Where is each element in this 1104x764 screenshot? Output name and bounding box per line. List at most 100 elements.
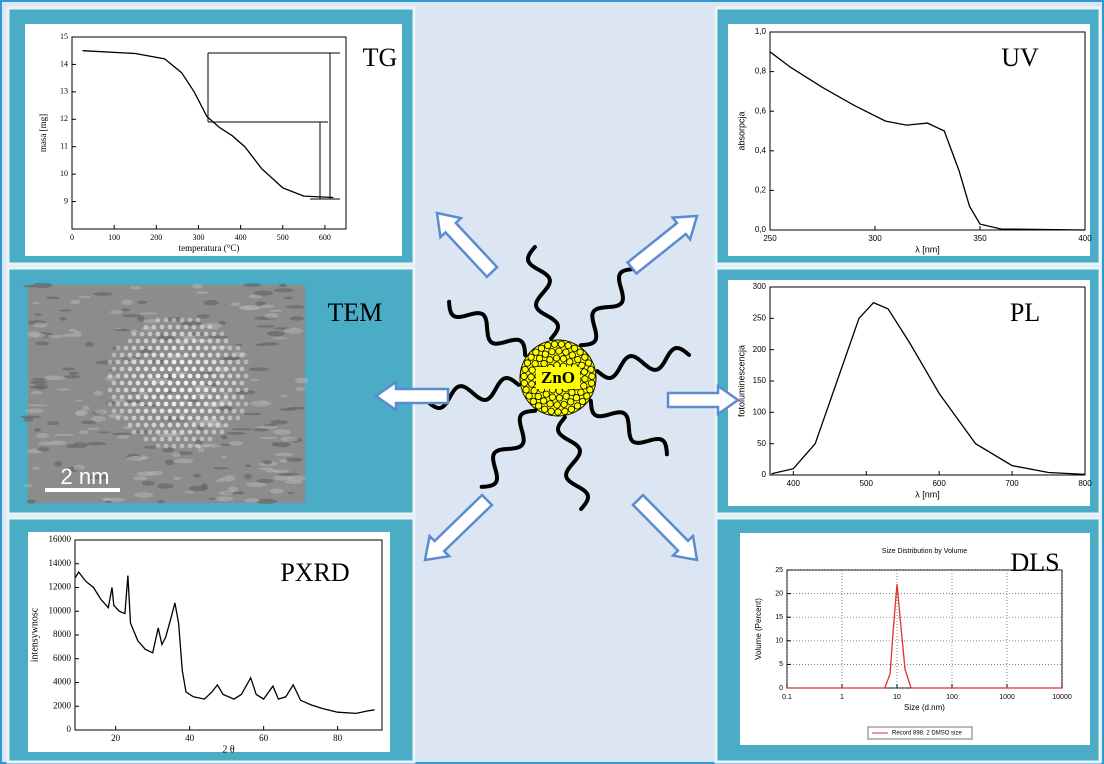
tem-noise [213,496,234,502]
lattice-dot [143,408,149,414]
y-tick-label: 150 [753,376,767,385]
x-tick-label: 80 [333,733,343,743]
lattice-dot [215,366,221,372]
y-tick-label: 300 [753,282,767,291]
lattice-dot [199,422,205,428]
lattice-dot [207,380,213,386]
tem-noise [88,474,109,480]
lattice-dot [187,317,193,323]
arrow [435,211,499,279]
tem-noise [192,473,202,478]
x-tick-label: 600 [319,233,331,242]
y-tick-label: 10 [775,638,783,645]
y-tick-label: 8000 [53,629,72,639]
plot-background [728,24,1090,256]
lattice-dot [211,373,217,379]
tem-noise [79,430,89,435]
lattice-dot [147,373,153,379]
lattice-dot [127,422,133,428]
chart-title: Size Distribution by Volume [882,548,967,555]
lattice-dot [211,401,217,407]
lattice-dot [219,359,225,365]
lattice-dot [179,387,185,393]
lattice-dot [223,408,229,414]
lattice-dot [179,359,185,365]
lattice-dot [183,394,189,400]
lattice-dot [187,373,193,379]
arrow [373,379,450,413]
y-tick-label: 14 [60,59,68,68]
lattice-dot [179,401,185,407]
lattice-dot [227,415,233,421]
y-tick-label: 12000 [49,582,72,592]
particle-atom [542,390,550,398]
lattice-dot [171,401,177,407]
lattice-dot [111,394,117,400]
lattice-dot [131,415,137,421]
tem-noise [56,388,71,391]
tem-noise [286,457,303,462]
tem-noise [255,343,267,347]
lattice-dot [187,331,193,337]
lattice-dot [187,429,193,435]
lattice-dot [227,345,233,351]
lattice-dot [191,394,197,400]
lattice-dot [139,359,145,365]
tem-noise [274,288,294,293]
particle-atom [588,379,596,387]
lattice-dot [211,331,217,337]
y-axis-label: Volume (Percent) [754,598,763,660]
particle-atom [562,392,570,400]
tem-noise [231,428,254,431]
particle-atom [581,353,589,361]
lattice-dot [231,380,237,386]
ligand [588,398,669,457]
particle-atom [555,394,564,402]
zno-particle: ZnO [373,211,741,562]
lattice-dot [171,415,177,421]
lattice-dot [211,345,217,351]
lattice-dot [183,352,189,358]
lattice-dot [107,359,113,365]
particle-atom [532,348,540,356]
lattice-dot [199,352,205,358]
ligand [479,408,538,489]
lattice-dot [195,317,201,323]
lattice-dot [151,324,157,330]
lattice-dot [151,422,157,428]
y-tick-label: 13 [60,87,68,96]
tem-noise [26,404,48,407]
lattice-dot [155,317,161,323]
tem-noise [243,498,260,503]
lattice-dot [207,408,213,414]
lattice-dot [123,401,129,407]
tem-noise [227,486,238,493]
tem-noise [143,319,161,324]
y-tick-label: 1,0 [755,27,767,36]
lattice-dot [223,394,229,400]
lattice-dot [211,387,217,393]
tem-noise [220,434,228,440]
ligand [578,267,637,348]
tem-noise [143,445,160,449]
lattice-dot [139,345,145,351]
particle-atom [546,356,554,364]
tem-noise [59,309,72,312]
lattice-dot [203,345,209,351]
lattice-dot [143,436,149,442]
lattice-dot [211,429,217,435]
lattice-dot [171,359,177,365]
tem-noise [203,299,219,306]
arrow [423,493,494,562]
lattice-dot [239,408,245,414]
tem-noise [82,405,90,411]
tem-noise [245,464,252,468]
particle-atom [560,400,568,408]
lattice-dot [127,366,133,372]
lattice-dot [123,345,129,351]
arrow [666,383,741,417]
lattice-dot [139,331,145,337]
lattice-dot [115,345,121,351]
